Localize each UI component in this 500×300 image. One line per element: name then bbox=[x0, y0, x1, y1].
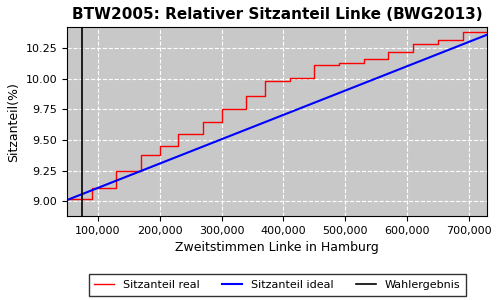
Sitzanteil real bbox=[435, 38, 441, 41]
Sitzanteil real bbox=[484, 30, 490, 34]
Sitzanteil real bbox=[460, 30, 466, 34]
Sitzanteil real bbox=[218, 108, 224, 111]
Title: BTW2005: Relativer Sitzanteil Linke (BWG2013): BTW2005: Relativer Sitzanteil Linke (BWG… bbox=[72, 7, 482, 22]
Sitzanteil real bbox=[175, 144, 181, 148]
Y-axis label: Sitzanteil(%): Sitzanteil(%) bbox=[7, 82, 20, 162]
Sitzanteil real bbox=[114, 169, 119, 172]
Sitzanteil real bbox=[484, 30, 490, 34]
Legend: Sitzanteil real, Sitzanteil ideal, Wahlergebnis: Sitzanteil real, Sitzanteil ideal, Wahle… bbox=[88, 274, 466, 296]
Line: Sitzanteil real: Sitzanteil real bbox=[67, 32, 488, 199]
Sitzanteil real bbox=[156, 153, 162, 157]
Sitzanteil real bbox=[64, 197, 70, 201]
X-axis label: Zweitstimmen Linke in Hamburg: Zweitstimmen Linke in Hamburg bbox=[176, 241, 379, 254]
